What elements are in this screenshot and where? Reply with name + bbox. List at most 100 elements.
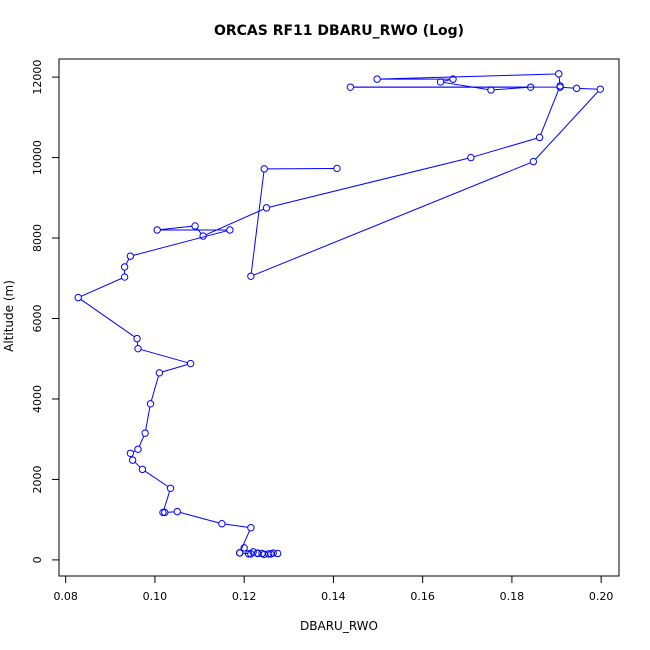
series-segment bbox=[443, 81, 488, 90]
data-point bbox=[191, 222, 199, 230]
data-point bbox=[572, 84, 581, 93]
data-point bbox=[487, 86, 495, 94]
series-segment bbox=[473, 137, 537, 158]
data-point bbox=[249, 548, 257, 556]
series-segment bbox=[579, 87, 598, 90]
series-segment bbox=[163, 491, 171, 510]
data-point bbox=[596, 85, 604, 93]
x-tick-label: 0.12 bbox=[232, 590, 257, 603]
series-segment bbox=[144, 470, 169, 487]
series-segment bbox=[563, 86, 574, 89]
chart-title: ORCAS RF11 DBARU_RWO (Log) bbox=[214, 23, 464, 39]
series-segment bbox=[180, 511, 219, 524]
series-segment bbox=[145, 406, 151, 431]
series-segment bbox=[250, 171, 265, 274]
data-point bbox=[159, 508, 167, 517]
data-point bbox=[155, 369, 164, 377]
data-point bbox=[138, 465, 147, 474]
y-tick-label: 0 bbox=[31, 556, 44, 563]
data-point bbox=[134, 445, 142, 453]
data-point bbox=[247, 272, 255, 280]
y-tick-label: 12000 bbox=[31, 60, 44, 95]
data-point bbox=[247, 550, 255, 558]
series-segment bbox=[80, 277, 122, 297]
data-point bbox=[346, 83, 355, 91]
series-segment bbox=[558, 77, 561, 83]
series-segment bbox=[253, 162, 531, 276]
data-point bbox=[133, 334, 141, 343]
data-point bbox=[333, 164, 341, 173]
series-segment bbox=[134, 461, 141, 468]
data-point bbox=[186, 359, 195, 368]
data-point bbox=[218, 519, 226, 528]
plot-frame bbox=[58, 58, 620, 577]
data-point bbox=[153, 226, 161, 234]
series-segment bbox=[125, 258, 130, 265]
series-segment bbox=[133, 230, 227, 256]
data-point bbox=[265, 550, 273, 558]
data-point bbox=[226, 226, 234, 234]
series-segment bbox=[240, 530, 251, 551]
data-point bbox=[199, 232, 207, 240]
data-point bbox=[74, 293, 82, 302]
data-point bbox=[244, 550, 253, 558]
data-point bbox=[467, 153, 475, 162]
data-point bbox=[535, 133, 544, 142]
data-point bbox=[260, 550, 268, 558]
series-segment bbox=[140, 349, 188, 364]
data-point bbox=[526, 83, 535, 91]
x-tick-label: 0.14 bbox=[321, 590, 346, 603]
data-point bbox=[128, 456, 137, 464]
x-tick-label: 0.08 bbox=[53, 590, 78, 603]
y-tick-label: 10000 bbox=[31, 140, 44, 175]
data-point bbox=[134, 344, 142, 353]
x-axis: 0.08 0.10 0.12 0.14 0.16 0.18 0.20 bbox=[53, 575, 614, 603]
y-tick-label: 2000 bbox=[31, 465, 44, 493]
series-segment bbox=[160, 225, 192, 231]
data-point bbox=[173, 507, 181, 516]
series-segment bbox=[162, 363, 188, 373]
data-point bbox=[247, 524, 255, 532]
series-segment bbox=[150, 375, 159, 401]
data-point bbox=[166, 484, 175, 492]
data-point bbox=[273, 549, 282, 558]
series-segment bbox=[196, 228, 202, 234]
series-segment bbox=[80, 299, 135, 338]
series-segment bbox=[138, 435, 145, 447]
series-segment bbox=[224, 523, 248, 528]
y-axis-label: Altitude (m) bbox=[2, 280, 16, 352]
data-point bbox=[141, 429, 149, 437]
y-tick-label: 8000 bbox=[31, 224, 44, 252]
series-segment bbox=[535, 91, 599, 160]
data-point bbox=[436, 78, 445, 86]
series-segment bbox=[269, 157, 468, 208]
data-point bbox=[126, 449, 135, 457]
x-tick-label: 0.18 bbox=[500, 590, 525, 603]
data-point bbox=[556, 83, 564, 91]
x-axis-label: DBARU_RWO bbox=[300, 619, 378, 633]
y-axis: 0 2000 4000 6000 8000 10000 12000 bbox=[31, 60, 60, 563]
data-point bbox=[236, 549, 244, 557]
data-point bbox=[262, 204, 271, 212]
series-segment bbox=[205, 208, 264, 236]
data-point bbox=[120, 263, 129, 271]
data-point bbox=[146, 400, 155, 408]
x-tick-label: 0.20 bbox=[589, 590, 614, 603]
y-tick-label: 6000 bbox=[31, 305, 44, 333]
data-point bbox=[449, 75, 457, 83]
x-tick-label: 0.16 bbox=[410, 590, 435, 603]
data-point bbox=[373, 75, 381, 83]
data-point bbox=[260, 165, 268, 173]
y-tick-label: 4000 bbox=[31, 385, 44, 413]
x-tick-label: 0.10 bbox=[143, 590, 168, 603]
data-point bbox=[120, 273, 129, 281]
data-point bbox=[555, 70, 563, 78]
series-segment bbox=[380, 73, 556, 80]
series-segment bbox=[443, 79, 450, 82]
data-point bbox=[240, 544, 248, 552]
series-segment bbox=[494, 86, 528, 91]
data-point bbox=[126, 252, 135, 260]
data-series bbox=[74, 70, 604, 558]
data-point bbox=[529, 157, 538, 166]
